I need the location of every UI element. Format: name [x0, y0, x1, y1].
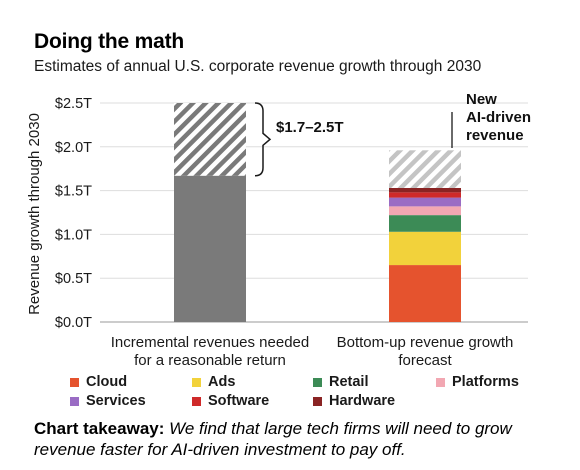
legend-swatch — [192, 377, 201, 387]
bar-segment — [174, 175, 246, 322]
legend-item-services: Services — [70, 393, 146, 409]
legend-swatch — [313, 377, 322, 387]
takeaway-body: We find that large tech firms will need … — [34, 419, 512, 459]
ai-revenue-annotation: New — [466, 91, 497, 108]
legend-swatch — [436, 377, 445, 387]
x-category-label: forecast — [398, 352, 452, 369]
bar-segment-ads — [389, 231, 461, 266]
legend-item-retail: Retail — [313, 374, 369, 390]
chart-subtitle: Estimates of annual U.S. corporate reven… — [34, 58, 482, 75]
x-category-label: for a reasonable return — [134, 352, 286, 369]
bar-segment-cloud — [389, 265, 461, 322]
bar-segment-software — [389, 192, 461, 198]
range-annotation: $1.7–2.5T — [276, 119, 344, 136]
legend-label: Platforms — [452, 374, 519, 390]
legend-item-cloud: Cloud — [70, 374, 127, 390]
bar-segment-retail — [389, 215, 461, 232]
legend-swatch — [192, 396, 201, 406]
legend-label: Software — [208, 393, 270, 409]
ai-revenue-annotation: AI-driven — [466, 109, 531, 126]
legend-label: Cloud — [86, 374, 128, 390]
y-axis-label: Revenue growth through 2030 — [26, 113, 43, 315]
y-tick-label: $2.5T — [55, 96, 92, 112]
legend-label: Hardware — [329, 393, 396, 409]
legend-swatch — [70, 396, 79, 406]
bar-segment — [174, 103, 246, 176]
legend-label: Ads — [208, 374, 236, 390]
y-tick-label: $0.0T — [55, 315, 92, 331]
y-tick-label: $2.0T — [55, 140, 92, 156]
range-bracket — [254, 102, 272, 177]
legend-swatch — [70, 377, 79, 387]
bar-segment-services — [389, 197, 461, 207]
takeaway-lead: Chart takeaway: — [34, 419, 165, 438]
chart-title: Doing the math — [34, 30, 185, 53]
y-tick-label: $1.0T — [55, 227, 92, 243]
legend-swatch — [313, 396, 322, 406]
legend-label: Retail — [329, 374, 369, 390]
chart-takeaway: Chart takeaway: We find that large tech … — [34, 418, 554, 460]
x-category-label: Incremental revenues needed — [111, 334, 309, 351]
y-tick-label: $1.5T — [55, 184, 92, 200]
ai-revenue-annotation: revenue — [466, 127, 524, 144]
bar-segment-new-ai-driven-revenue — [389, 150, 461, 188]
x-category-label: Bottom-up revenue growth — [337, 334, 514, 351]
legend-item-ads: Ads — [192, 374, 235, 390]
legend-label: Services — [86, 393, 146, 409]
y-tick-label: $0.5T — [55, 271, 92, 287]
bar-segment-hardware — [389, 187, 461, 193]
bar-segment-platforms — [389, 206, 461, 216]
legend-item-software: Software — [192, 393, 269, 409]
legend-item-hardware: Hardware — [313, 393, 395, 409]
legend-item-platforms: Platforms — [436, 374, 519, 390]
